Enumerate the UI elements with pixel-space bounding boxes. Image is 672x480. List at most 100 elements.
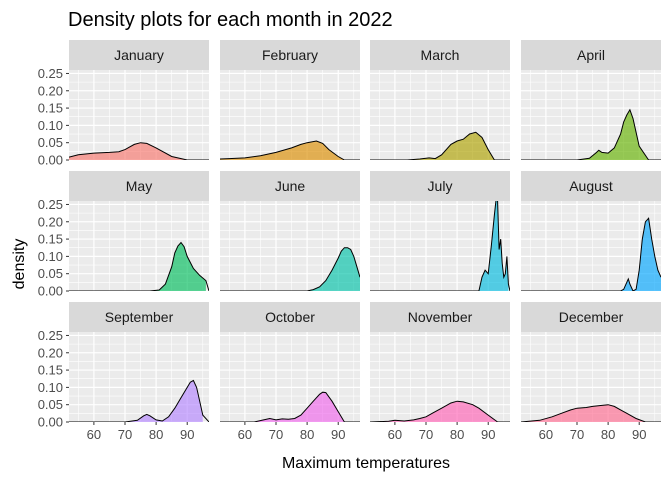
- facet-strip-label: May: [126, 178, 152, 194]
- y-tick-label: 0.10: [38, 249, 63, 264]
- y-tick-label: 0.05: [38, 397, 63, 412]
- density-outline: [370, 131, 510, 160]
- density-outline: [69, 379, 209, 422]
- density-area: [407, 132, 495, 160]
- facet-strip-label: November: [408, 309, 473, 325]
- facet-strip: [220, 302, 360, 332]
- y-tick-label: 0.20: [38, 345, 63, 360]
- y-tick-label: 0.00: [38, 415, 63, 430]
- facet-strip-label: December: [559, 309, 624, 325]
- x-tick-label: 90: [632, 427, 646, 442]
- x-tick-label: 60: [388, 427, 402, 442]
- y-tick-label: 0.00: [38, 153, 63, 168]
- y-tick-label: 0.25: [38, 197, 63, 212]
- facet-strip: [521, 302, 661, 332]
- facet-strip-label: January: [114, 47, 164, 63]
- facet-panels: January February March April May June July Augu…: [69, 40, 661, 423]
- y-tick-label: 0.00: [38, 284, 63, 299]
- x-tick-label: 90: [180, 427, 194, 442]
- facet-strip: [69, 171, 209, 201]
- panel-background: [220, 332, 360, 422]
- x-tick-label: 90: [481, 427, 495, 442]
- panel-december: December: [521, 302, 661, 423]
- facet-strip-label: March: [421, 47, 460, 63]
- x-tick-label: 80: [450, 427, 464, 442]
- facet-strip-label: February: [262, 47, 318, 63]
- chart-title: Density plots for each month in 2022: [68, 9, 393, 31]
- y-tick-label: 0.25: [38, 66, 63, 81]
- panel-grid: [69, 332, 209, 423]
- y-tick-label: 0.10: [38, 118, 63, 133]
- facet-strip: [370, 40, 510, 70]
- y-tick-label: 0.20: [38, 83, 63, 98]
- panel-march: March: [370, 40, 510, 161]
- facet-strip: [521, 171, 661, 201]
- panel-august: August: [521, 171, 661, 292]
- panel-june: June: [220, 171, 360, 292]
- y-tick-label: 0.15: [38, 363, 63, 378]
- density-area: [307, 247, 360, 291]
- panel-april: April: [521, 40, 661, 161]
- density-outline: [220, 247, 360, 291]
- density-area: [254, 392, 345, 422]
- x-tick-label: 60: [87, 427, 101, 442]
- panel-grid: [370, 201, 510, 292]
- x-tick-label: 70: [570, 427, 584, 442]
- x-tick-label: 70: [419, 427, 433, 442]
- facet-strip-label: June: [275, 178, 306, 194]
- x-tick-label: 80: [300, 427, 314, 442]
- density-area: [149, 242, 206, 291]
- x-tick-labels: 60 70 80 90 60 70 80 90 60 70 80 90 60 70 80 90: [87, 422, 646, 442]
- y-tick-label: 0.25: [38, 328, 63, 343]
- facet-strip: [370, 171, 510, 201]
- density-area: [478, 201, 509, 291]
- density-outline: [220, 391, 360, 422]
- density-outline: [521, 404, 661, 422]
- x-tick-label: 70: [269, 427, 283, 442]
- y-tick-label: 0.15: [38, 232, 63, 247]
- facet-strip-label: August: [569, 178, 613, 194]
- x-tick-label: 80: [149, 427, 163, 442]
- density-outline: [370, 400, 510, 422]
- density-outline: [521, 217, 661, 291]
- facet-strip-label: April: [577, 47, 605, 63]
- panel-may: May: [69, 171, 209, 292]
- panel-september: September: [69, 302, 209, 423]
- panel-background: [521, 201, 661, 291]
- x-tick-label: 90: [331, 427, 345, 442]
- density-outline: [521, 108, 661, 160]
- facet-strip: [370, 302, 510, 332]
- panel-february: February: [220, 40, 360, 161]
- facet-strip: [220, 171, 360, 201]
- x-axis-title: Maximum temperatures: [282, 455, 450, 472]
- facet-strip: [220, 40, 360, 70]
- x-tick-label: 60: [238, 427, 252, 442]
- y-tick-label: 0.15: [38, 101, 63, 116]
- density-area: [577, 109, 649, 160]
- x-tick-label: 60: [539, 427, 553, 442]
- density-outline: [370, 201, 510, 291]
- facet-strip-label: July: [428, 178, 453, 194]
- panel-background: [370, 332, 510, 422]
- density-area: [220, 141, 345, 160]
- panel-november: November: [370, 302, 510, 423]
- x-tick-label: 80: [601, 427, 615, 442]
- panel-grid: [69, 201, 209, 292]
- density-outline: [220, 140, 360, 160]
- y-tick-label: 0.20: [38, 214, 63, 229]
- density-area: [370, 401, 498, 422]
- x-tick-label: 70: [118, 427, 132, 442]
- panel-october: October: [220, 302, 360, 423]
- facet-strip: [69, 302, 209, 332]
- panel-july: July: [370, 171, 510, 292]
- density-area: [69, 142, 188, 160]
- panel-grid: [521, 201, 661, 292]
- panel-background: [370, 70, 510, 160]
- y-tick-label: 0.10: [38, 380, 63, 395]
- y-tick-label: 0.05: [38, 266, 63, 281]
- panel-january: January: [69, 40, 209, 161]
- facet-strip: [69, 40, 209, 70]
- density-area: [125, 380, 203, 422]
- y-tick-label: 0.05: [38, 135, 63, 150]
